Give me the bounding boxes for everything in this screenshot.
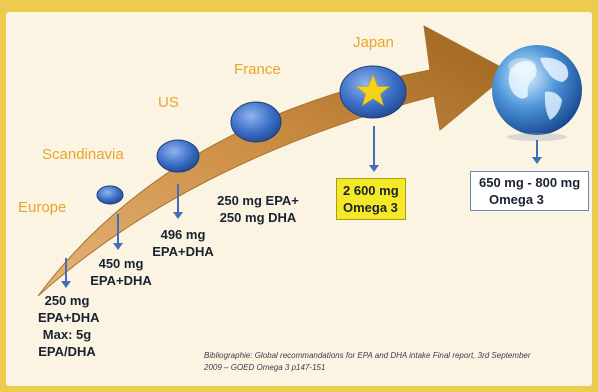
value-line: 250 mg DHA xyxy=(219,210,297,225)
country-label-us: US xyxy=(158,94,179,111)
japan-disc xyxy=(339,65,407,119)
country-label-france: France xyxy=(234,61,281,78)
value-line: Max: 5g xyxy=(42,327,92,342)
value-line: 250 mg xyxy=(44,293,90,308)
value-line: EPA/DHA xyxy=(38,344,96,359)
down-arrow-icon xyxy=(532,140,542,164)
value-line: 496 mg xyxy=(160,227,206,242)
value-line: EPA+DHA xyxy=(152,244,214,259)
japan-value-box: 2 600 mg Omega 3 xyxy=(336,178,406,220)
france-value: 250 mg EPA+ 250 mg DHA xyxy=(216,192,300,226)
country-label-europe: Europe xyxy=(18,199,67,216)
down-arrow-icon xyxy=(61,258,71,288)
value-line: EPA+DHA xyxy=(38,310,100,325)
value-line: 450 mg xyxy=(98,256,144,271)
europe-value: 250 mg EPA+DHA Max: 5g EPA/DHA xyxy=(38,292,100,360)
bibliography-line-1: Bibliographie: Global recommandations fo… xyxy=(204,351,531,360)
europe-disc xyxy=(96,185,124,205)
country-label-scandinavia: Scandinavia xyxy=(42,146,124,163)
value-line: Omega 3 xyxy=(343,200,398,215)
scandinavia-value: 450 mg EPA+DHA xyxy=(90,255,152,289)
down-arrow-icon xyxy=(369,126,379,172)
value-line: 2 600 mg xyxy=(343,183,399,198)
us-disc xyxy=(156,139,200,173)
value-line: EPA+DHA xyxy=(90,273,152,288)
value-line: 250 mg EPA+ xyxy=(217,193,299,208)
value-line: 650 mg - 800 mg xyxy=(479,175,581,190)
country-label-japan: Japan xyxy=(353,34,394,51)
global-value-box: 650 mg - 800 mg Omega 3 xyxy=(470,171,590,211)
down-arrow-icon xyxy=(173,184,183,219)
value-line: Omega 3 xyxy=(489,192,544,207)
us-value: 496 mg EPA+DHA xyxy=(152,226,214,260)
france-disc xyxy=(230,101,282,143)
star-icon xyxy=(355,74,391,107)
globe-icon xyxy=(492,45,582,141)
bibliography-line-2: 2009 – GOED Omega 3 p147-151 xyxy=(204,363,326,372)
down-arrow-icon xyxy=(113,214,123,250)
